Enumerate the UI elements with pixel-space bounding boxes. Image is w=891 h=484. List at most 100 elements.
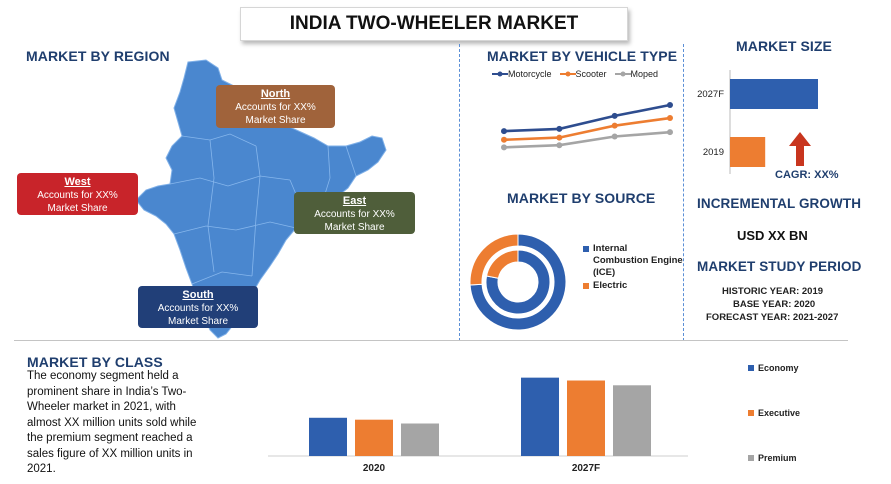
line-point-moped <box>556 142 563 149</box>
cagr-label: CAGR: XX% <box>775 169 839 181</box>
callout-east-text1: Accounts for XX% <box>314 209 395 220</box>
incremental-heading: INCREMENTAL GROWTH <box>697 196 862 211</box>
line-series-scooter <box>503 116 671 142</box>
class-bar-executive-2027f <box>567 380 605 456</box>
source-heading: MARKET BY SOURCE <box>507 190 656 206</box>
line-point-scooter <box>667 115 673 122</box>
legend-economy-label: Economy <box>758 363 799 373</box>
callout-east-title: East <box>342 195 367 207</box>
callout-west-text1: Accounts for XX% <box>37 190 118 201</box>
divider-left <box>459 44 460 341</box>
line-point-scooter <box>501 136 507 143</box>
callout-north-text1: Accounts for XX% <box>235 102 316 113</box>
size-bar-2019 <box>730 137 766 167</box>
base-year: BASE YEAR: 2020 <box>733 299 816 310</box>
line-series-moped <box>503 130 671 149</box>
legend-ice: Internal Combustion Engine (ICE) <box>583 243 683 279</box>
callout-west-text2: Market Share <box>47 203 108 214</box>
class-tick-2020: 2020 <box>363 463 386 474</box>
legend-economy-swatch <box>748 365 754 371</box>
line-point-moped <box>667 129 673 136</box>
forecast-year: FORECAST YEAR: 2021-2027 <box>706 312 839 323</box>
incremental-value: USD XX BN <box>737 228 808 243</box>
donut-slice-ring2-electric <box>485 249 519 279</box>
legend-ice-swatch <box>583 246 589 252</box>
legend-motorcycle: Motorcycle <box>492 69 552 79</box>
historic-year: HISTORIC YEAR: 2019 <box>722 286 824 297</box>
callout-east: East Accounts for XX% Market Share <box>294 192 415 234</box>
class-paragraph: The economy segment held a prominent sha… <box>27 369 257 478</box>
line-point-scooter <box>611 122 618 129</box>
line-point-motorcycle <box>556 125 563 132</box>
class-bar-economy-2027f <box>521 377 559 456</box>
divider-right <box>683 44 684 341</box>
class-legend: Economy Executive Premium <box>748 362 800 464</box>
line-point-scooter <box>556 134 563 141</box>
source-legend: Internal Combustion Engine (ICE) Electri… <box>583 243 683 292</box>
line-point-motorcycle <box>501 128 507 135</box>
class-bar-executive-2020 <box>355 419 393 456</box>
legend-premium-label: Premium <box>758 453 797 463</box>
class-bar-chart: 2020 2027F <box>268 377 688 474</box>
callout-south-text2: Market Share <box>167 316 229 327</box>
callout-north: North Accounts for XX% Market Share <box>216 85 335 128</box>
legend-electric: Electric <box>583 280 683 292</box>
market-size-chart: 2027F 2019 <box>697 70 818 174</box>
line-point-motorcycle <box>611 112 618 119</box>
size-bar-2027f <box>730 79 818 109</box>
growth-arrow-icon <box>789 132 811 166</box>
region-heading: MARKET BY REGION <box>26 48 170 64</box>
legend-executive-swatch <box>748 410 754 416</box>
legend-motorcycle-label: Motorcycle <box>508 69 552 79</box>
legend-premium: Premium <box>748 452 800 464</box>
class-paragraph-line: prominent share in India’s Two- <box>27 385 187 398</box>
class-paragraph-line: almost XX million units sold while <box>27 416 197 429</box>
callout-west: West Accounts for XX% Market Share <box>17 173 138 215</box>
study-period-heading: MARKET STUDY PERIOD <box>697 259 862 274</box>
vehicle-legend: Motorcycle Scooter Moped <box>492 69 658 79</box>
vehicle-type-heading: MARKET BY VEHICLE TYPE <box>487 48 678 64</box>
source-donut-chart <box>469 233 567 331</box>
legend-ice-line3: (ICE) <box>593 267 616 278</box>
class-tick-2027f: 2027F <box>572 463 600 474</box>
page-title: INDIA TWO-WHEELER MARKET <box>240 7 628 41</box>
vehicle-line-chart <box>501 102 673 151</box>
line-series-motorcycle <box>503 103 671 133</box>
callout-north-title: North <box>260 88 291 100</box>
size-tick-2027f: 2027F <box>697 89 724 100</box>
legend-economy: Economy <box>748 362 800 374</box>
legend-scooter: Scooter <box>559 69 607 79</box>
class-paragraph-line: the premium segment reached a <box>27 432 193 444</box>
legend-executive: Executive <box>748 407 800 419</box>
callout-north-text2: Market Share <box>245 115 306 126</box>
class-bar-economy-2020 <box>309 417 347 456</box>
legend-electric-label: Electric <box>593 280 628 291</box>
legend-electric-swatch <box>583 283 589 289</box>
line-point-moped <box>611 133 618 140</box>
class-paragraph-line: The economy segment held a <box>27 370 179 382</box>
legend-executive-label: Executive <box>758 408 801 418</box>
callout-south-text1: Accounts for XX% <box>157 303 239 314</box>
class-bar-premium-2027f <box>613 385 651 456</box>
size-tick-2019: 2019 <box>703 147 724 158</box>
callout-south-title: South <box>182 289 214 301</box>
class-bar-premium-2020 <box>401 423 439 456</box>
class-paragraph-line: sales figure of XX million units in <box>27 447 193 460</box>
donut-slice-ring1-electric <box>469 233 519 286</box>
line-point-motorcycle <box>667 102 673 109</box>
divider-horizontal <box>14 340 848 341</box>
class-paragraph-line: Wheeler market in 2021, with <box>27 401 176 413</box>
callout-east-text2: Market Share <box>324 222 385 233</box>
callout-west-title: West <box>64 176 91 188</box>
legend-ice-line2: Combustion Engine <box>593 255 683 266</box>
legend-ice-line1: Internal <box>593 243 628 254</box>
legend-moped-label: Moped <box>630 69 659 79</box>
legend-scooter-label: Scooter <box>575 69 607 79</box>
donut-slice-ring2-ice <box>485 249 551 315</box>
callout-south: South Accounts for XX% Market Share <box>138 286 258 328</box>
legend-premium-swatch <box>748 455 754 461</box>
line-point-moped <box>501 144 507 151</box>
class-heading: MARKET BY CLASS <box>27 354 163 370</box>
legend-moped: Moped <box>614 69 659 79</box>
class-paragraph-line: 2021. <box>27 463 56 475</box>
